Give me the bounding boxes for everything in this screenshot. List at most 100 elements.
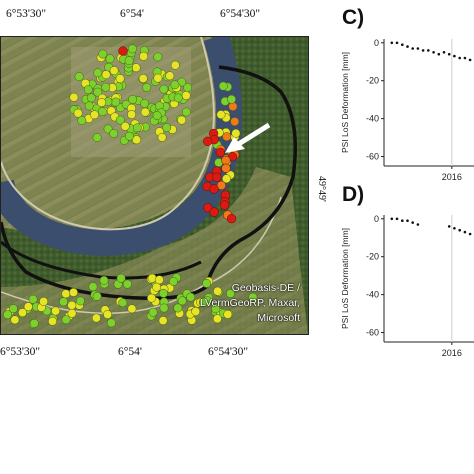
psi-point [61,315,71,325]
chart-data-point [416,223,420,226]
map-canvas [1,37,308,334]
psi-point [124,56,134,66]
psi-point [131,63,141,73]
chart-data-point [463,230,467,234]
psi-point [140,107,150,117]
psi-point [105,54,115,64]
psi-point [153,73,163,83]
psi-point [18,308,27,318]
psi-point [23,302,33,312]
psi-point [74,72,84,82]
road-south [1,196,282,315]
psi-point-unstable [118,46,128,56]
chart-x-tick-label: 2016 [442,348,462,358]
deformation-chart-d: PSI LoS Deformation [mm] 0 -20 -40 -60 2016 [340,214,474,358]
psi-point [3,310,13,320]
psi-point [132,123,142,133]
psi-point [152,282,162,292]
map-credit: Geobasis-DE / LVermGeoRP, Maxar, Microso… [180,281,300,326]
chart-data-point [421,49,425,52]
chart-data-point [463,56,467,60]
psi-point [120,121,130,131]
map-credit-line-3: Microsoft [257,312,300,324]
psi-point [173,93,183,103]
chart-y-tick-label: -60 [366,328,379,338]
chart-y-tick-label: -20 [366,76,379,86]
psi-point [181,107,191,117]
psi-point [86,93,96,103]
psi-point [186,292,196,302]
psi-point [101,70,111,80]
psi-point [67,300,77,310]
psi-point [111,97,121,107]
psi-point-unstable [203,136,213,146]
psi-point [90,110,99,120]
psi-point-unstable [209,207,219,217]
psi-point [223,309,233,319]
chart-data-point [401,43,404,46]
chart-data-point [406,219,409,222]
psi-point [69,287,78,297]
psi-point [10,315,20,325]
psi-point [154,275,164,285]
chart-data-point [416,47,420,50]
psi-point [83,85,93,95]
psi-point [48,316,57,326]
psi-point [93,87,103,97]
psi-point [138,74,148,83]
psi-point-unstable [209,184,219,194]
psi-point-unstable [212,172,222,182]
arrow-indicator [225,122,271,153]
chart-data-point [458,228,461,232]
map-x-tick-bottom-3: 6°54'30" [208,346,249,358]
map-x-tick-top-1: 6°53'30" [6,8,47,20]
psi-point [109,129,119,138]
chart-y-axis-label: PSI LoS Deformation [mm] [340,228,350,329]
psi-point [59,297,68,307]
psi-point [127,304,137,314]
psi-point [152,111,162,121]
psi-point [177,115,187,125]
psi-point [93,68,103,78]
chart-x-tick-label: 2016 [442,172,462,182]
river-moselle [1,37,243,256]
psi-point [162,123,172,133]
psi-point [127,110,137,119]
chart-data-point [432,51,435,54]
psi-point [132,135,142,145]
psi-point [118,298,128,308]
map-credit-line-2: LVermGeoRP, Maxar, [200,297,300,309]
chart-data-point [411,221,414,224]
psi-point [88,282,98,292]
psi-point [198,297,208,307]
psi-point [222,174,231,184]
chart-data-point [437,52,441,56]
psi-point [147,293,156,303]
map-credit-line-1: Geobasis-DE / [231,282,300,294]
map-lat-tick: 49°49' [316,176,327,202]
chart-data-point [401,219,404,222]
psi-point [84,101,94,111]
psi-point [218,81,228,91]
psi-point [216,110,226,120]
psi-point-unstable [221,163,231,173]
map-x-tick-bottom-2: 6°54' [118,346,142,358]
deformation-chart-c: PSI LoS Deformation [mm] 0 -20 -40 -60 2016 [340,38,474,182]
psi-point [173,303,183,313]
psi-point [159,303,169,313]
psi-point-unstable [226,213,237,224]
psi-point [142,83,152,92]
psi-point [8,304,18,314]
psi-point [128,94,138,104]
chart-data-point [447,52,451,56]
chart-data-point [390,217,394,221]
psi-point [170,80,180,90]
panel-c-letter: C) [342,6,365,29]
psi-point [28,294,38,304]
chart-y-tick-label: 0 [374,214,379,224]
psi-point [29,318,39,328]
psi-point [124,131,134,141]
psi-point [228,102,238,111]
psi-point [139,51,149,61]
chart-data-point [468,232,472,236]
